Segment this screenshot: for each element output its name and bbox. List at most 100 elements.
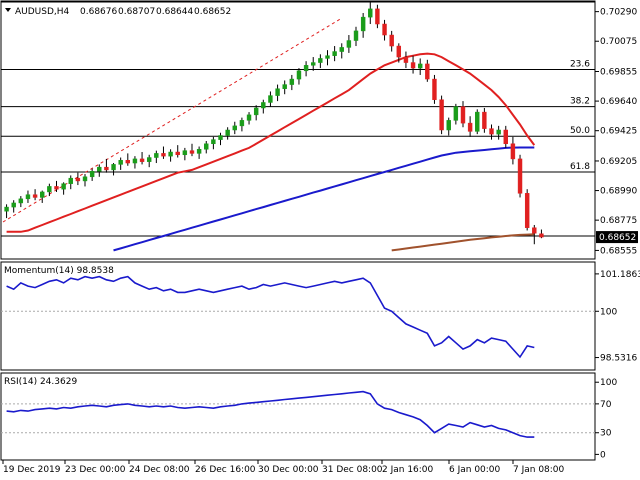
candle-60 <box>432 74 437 104</box>
candle-body <box>225 129 230 136</box>
time-tick-label: 2 Jan 16:00 <box>382 465 434 475</box>
candle-body <box>118 160 123 165</box>
candle-body <box>503 129 508 145</box>
candle-44 <box>318 54 323 69</box>
candle-75 <box>539 229 544 239</box>
fib-label-1: 23.6 <box>570 59 590 69</box>
candle-26 <box>189 143 195 157</box>
candle-61 <box>439 95 444 135</box>
candle-body <box>368 8 373 18</box>
candle-42 <box>303 61 309 77</box>
candle-body <box>218 135 223 140</box>
candle-body <box>189 150 195 154</box>
candle-23 <box>168 149 173 162</box>
moving-average-line-1 <box>113 146 535 252</box>
momentum-panel: Momentum(14) 98.8538 101.1863 100 98.5316 <box>0 261 640 371</box>
candle-66 <box>475 109 480 135</box>
candle-body <box>246 114 252 121</box>
candle-16 <box>118 157 123 170</box>
candle-25 <box>182 147 188 161</box>
candle-7 <box>54 180 59 192</box>
candle-19 <box>139 152 145 165</box>
candle-body <box>25 194 31 200</box>
candle-body <box>532 227 537 234</box>
price-tick-label: 0.70290 <box>600 8 637 18</box>
candle-18 <box>132 156 138 169</box>
indicator-tick-label: 30 <box>600 429 612 439</box>
candle-28 <box>204 141 209 154</box>
collapse-triangle-icon[interactable] <box>5 8 11 12</box>
candle-body <box>47 186 52 193</box>
indicator-line-0 <box>6 275 535 359</box>
candle-body <box>182 150 188 156</box>
candle-53 <box>382 19 387 41</box>
candle-27 <box>196 146 202 159</box>
candle-body <box>339 47 344 52</box>
candle-11 <box>82 174 88 187</box>
moving-average-line-2 <box>391 233 535 252</box>
price-tick-label: 0.70075 <box>600 37 637 47</box>
candle-body <box>524 193 530 228</box>
time-tick-label: 23 Dec 00:00 <box>65 465 126 475</box>
candle-72 <box>517 154 523 198</box>
candle-body <box>318 58 323 63</box>
price-tick-label: 0.69425 <box>600 127 637 137</box>
candle-body <box>439 99 444 131</box>
candle-body <box>239 120 245 127</box>
indicator-tick-label: 100 <box>600 378 617 388</box>
fib-label-3: 50.0 <box>570 126 590 136</box>
low-value: 0.68644 <box>156 7 193 17</box>
candle-body <box>32 194 38 198</box>
candle-body <box>467 122 473 132</box>
momentum-panel-frame <box>0 261 596 371</box>
candle-body <box>168 151 173 157</box>
candle-30 <box>218 132 223 146</box>
open-value: 0.68676 <box>80 7 117 17</box>
candle-8 <box>61 182 66 195</box>
close-value: 0.68652 <box>194 7 231 17</box>
candle-body <box>253 107 259 116</box>
candle-45 <box>325 50 330 66</box>
candle-2 <box>18 196 24 208</box>
momentum-title: Momentum(14) 98.8538 <box>4 266 114 276</box>
candle-68 <box>489 124 494 140</box>
indicator-tick-label: 98.5316 <box>600 354 637 364</box>
price-tick-label: 0.69640 <box>600 97 637 107</box>
candle-70 <box>503 125 508 148</box>
candle-body <box>353 30 359 41</box>
price-panel-frame <box>0 0 596 260</box>
candle-body <box>403 56 409 63</box>
candle-body <box>275 88 280 96</box>
candle-body <box>4 206 9 212</box>
candle-body <box>104 166 109 171</box>
rsi-panel-frame <box>0 372 596 461</box>
candle-body <box>489 128 494 135</box>
candle-17 <box>125 153 131 166</box>
candle-body <box>204 143 209 150</box>
candle-body <box>539 233 544 238</box>
time-axis: 19 Dec 2019 23 Dec 00:00 24 Dec 08:00 26 De… <box>2 460 565 475</box>
candle-body <box>268 95 273 103</box>
candle-body <box>196 149 202 154</box>
fib-label-2: 38.2 <box>570 97 590 107</box>
candle-body <box>54 186 59 190</box>
candle-body <box>346 40 352 48</box>
time-tick-label: 19 Dec 2019 <box>3 465 61 475</box>
time-tick-label: 24 Dec 08:00 <box>129 465 190 475</box>
candle-57 <box>410 55 416 74</box>
candle-33 <box>239 117 245 132</box>
candle-74 <box>532 224 537 245</box>
time-tick-label: 7 Jan 08:00 <box>513 465 565 475</box>
candle-body <box>396 45 402 58</box>
candle-body <box>453 106 459 121</box>
candle-34 <box>246 112 252 125</box>
candle-body <box>146 157 152 162</box>
candle-body <box>311 62 316 66</box>
candle-body <box>139 158 145 162</box>
rsi-panel: RSI(14) 24.3629 100 70 30 0 <box>0 372 617 461</box>
candle-body <box>232 125 237 131</box>
candle-46 <box>332 46 337 62</box>
candle-22 <box>161 146 166 159</box>
candle-10 <box>75 172 81 186</box>
candle-21 <box>154 150 159 164</box>
